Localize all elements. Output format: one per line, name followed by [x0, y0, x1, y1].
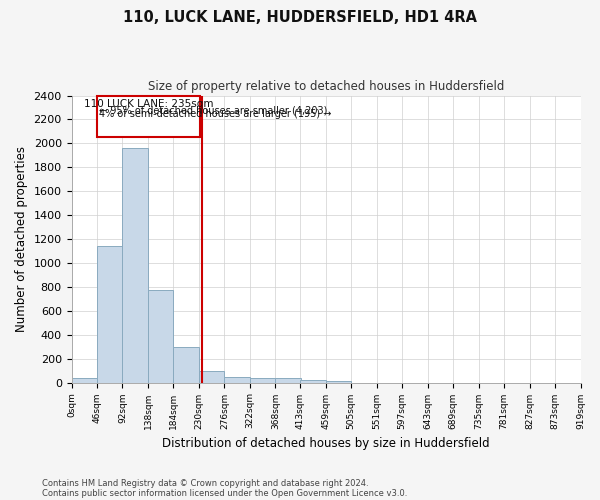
Bar — [148, 290, 173, 382]
Text: 110, LUCK LANE, HUDDERSFIELD, HD1 4RA: 110, LUCK LANE, HUDDERSFIELD, HD1 4RA — [123, 10, 477, 25]
Bar — [122, 148, 148, 382]
X-axis label: Distribution of detached houses by size in Huddersfield: Distribution of detached houses by size … — [162, 437, 490, 450]
Bar — [97, 96, 200, 137]
Bar — [224, 377, 250, 382]
Y-axis label: Number of detached properties: Number of detached properties — [15, 146, 28, 332]
Bar — [275, 378, 301, 382]
Text: ← 95% of detached houses are smaller (4,203): ← 95% of detached houses are smaller (4,… — [99, 105, 328, 115]
Bar — [199, 370, 224, 382]
Text: Contains HM Land Registry data © Crown copyright and database right 2024.: Contains HM Land Registry data © Crown c… — [42, 478, 368, 488]
Bar — [250, 378, 275, 382]
Bar — [326, 381, 351, 382]
Text: Contains public sector information licensed under the Open Government Licence v3: Contains public sector information licen… — [42, 488, 407, 498]
Bar — [173, 346, 199, 382]
Title: Size of property relative to detached houses in Huddersfield: Size of property relative to detached ho… — [148, 80, 504, 93]
Bar — [300, 380, 326, 382]
Text: 4% of semi-detached houses are larger (195) →: 4% of semi-detached houses are larger (1… — [99, 110, 332, 120]
Bar — [71, 378, 97, 382]
Text: 110 LUCK LANE: 235sqm: 110 LUCK LANE: 235sqm — [84, 99, 213, 109]
Bar — [97, 246, 122, 382]
